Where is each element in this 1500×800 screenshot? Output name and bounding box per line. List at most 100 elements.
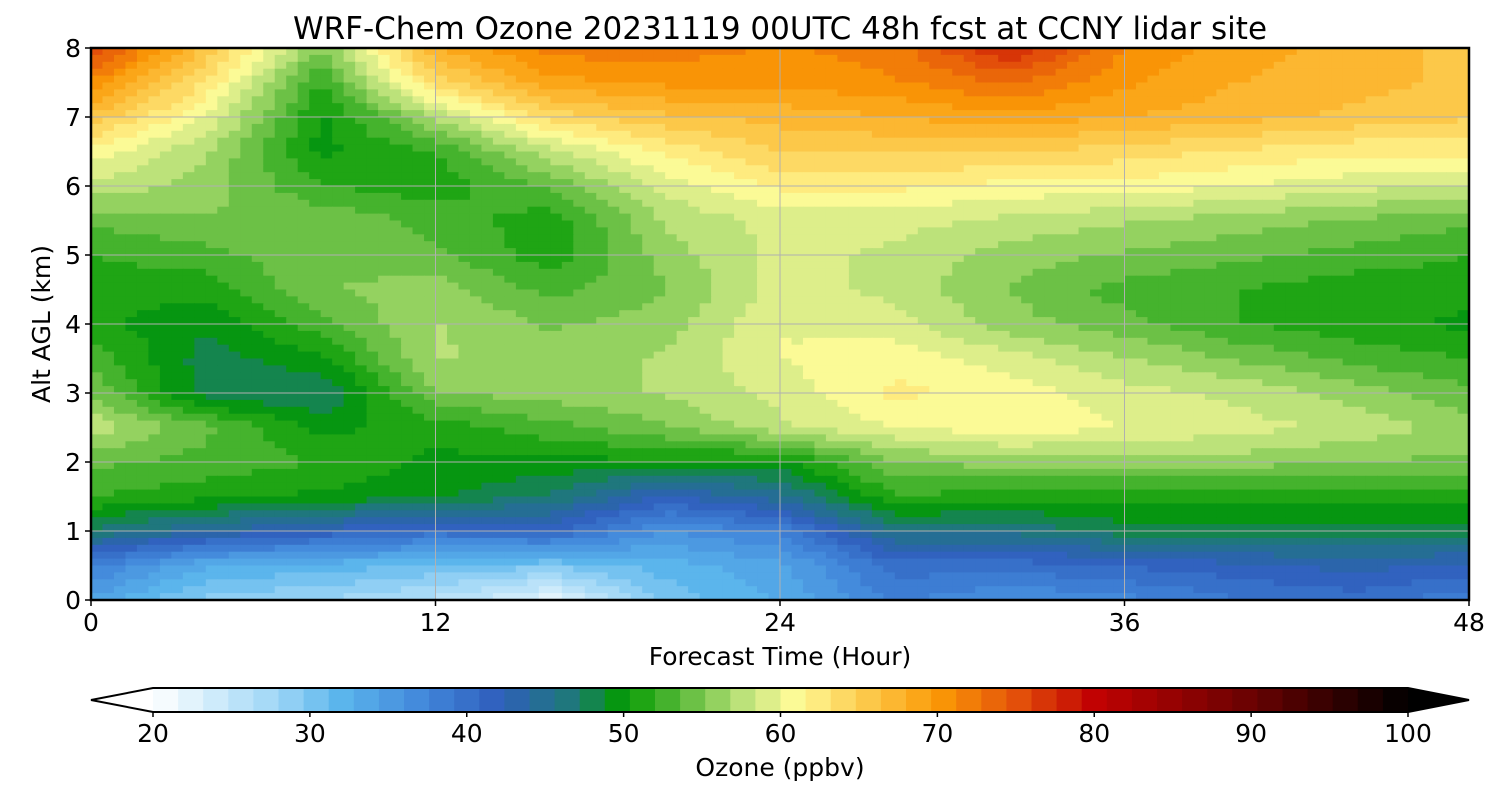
heatmap-cell: [550, 137, 563, 146]
heatmap-cell: [584, 289, 597, 297]
heatmap-cell: [1308, 255, 1321, 263]
heatmap-cell: [1354, 61, 1367, 70]
heatmap-cell: [366, 241, 379, 249]
heatmap-cell: [1365, 172, 1378, 180]
heatmap-cell: [722, 48, 735, 56]
heatmap-cell: [653, 330, 666, 339]
heatmap-cell: [1158, 172, 1172, 180]
heatmap-cell: [205, 179, 218, 187]
heatmap-cell: [802, 324, 816, 332]
heatmap-cell: [986, 317, 999, 325]
heatmap-cell: [1101, 296, 1114, 304]
heatmap-cell: [171, 241, 184, 249]
heatmap-cell: [1216, 48, 1229, 56]
heatmap-cell: [711, 248, 724, 256]
heatmap-cell: [906, 48, 919, 56]
heatmap-cell: [1227, 220, 1240, 228]
heatmap-cell: [596, 172, 609, 180]
heatmap-cell: [515, 324, 528, 332]
heatmap-cell: [584, 123, 597, 132]
heatmap-cell: [504, 123, 517, 132]
heatmap-cell: [894, 110, 907, 118]
heatmap-cell: [469, 330, 483, 339]
heatmap-cell: [630, 186, 643, 194]
heatmap-cell: [1377, 123, 1390, 132]
heatmap-cell: [1055, 75, 1068, 84]
heatmap-cell: [1400, 165, 1413, 173]
heatmap-cell: [1319, 158, 1332, 166]
heatmap-cell: [1365, 241, 1378, 249]
heatmap-cell: [355, 241, 368, 249]
heatmap-cell: [1354, 54, 1367, 63]
heatmap-cell: [1446, 296, 1459, 304]
heatmap-cell: [550, 123, 563, 132]
heatmap-cell: [332, 261, 345, 270]
heatmap-cell: [848, 324, 861, 332]
heatmap-cell: [343, 186, 356, 194]
heatmap-cell: [871, 255, 884, 263]
heatmap-cell: [630, 317, 643, 325]
heatmap-cell: [263, 158, 276, 166]
heatmap-cell: [251, 310, 264, 318]
heatmap-cell: [515, 151, 528, 159]
heatmap-cell: [1457, 61, 1469, 70]
heatmap-cell: [240, 89, 253, 97]
heatmap-cell: [573, 144, 586, 153]
heatmap-cell: [366, 248, 379, 256]
heatmap-cell: [1158, 234, 1172, 242]
heatmap-cell: [309, 317, 322, 325]
heatmap-cell: [917, 241, 930, 249]
heatmap-cell: [1193, 192, 1206, 201]
heatmap-cell: [274, 220, 287, 228]
heatmap-cell: [343, 54, 356, 63]
heatmap-cell: [699, 289, 712, 297]
heatmap-cell: [1067, 137, 1080, 146]
heatmap-cell: [1124, 261, 1137, 270]
heatmap-cell: [102, 54, 115, 63]
heatmap-cell: [1135, 220, 1149, 228]
heatmap-cell: [1135, 130, 1149, 139]
heatmap-cell: [573, 261, 586, 270]
heatmap-cell: [366, 199, 379, 208]
heatmap-cell: [504, 241, 517, 249]
heatmap-cell: [871, 289, 884, 297]
heatmap-cell: [504, 289, 517, 297]
heatmap-cell: [745, 317, 758, 325]
heatmap-cell: [1181, 227, 1194, 235]
heatmap-cell: [1457, 261, 1469, 270]
heatmap-cell: [504, 54, 517, 63]
heatmap-cell: [699, 75, 712, 84]
heatmap-cell: [791, 330, 804, 339]
heatmap-cell: [1377, 317, 1390, 325]
heatmap-cell: [1262, 296, 1275, 304]
heatmap-cell: [665, 220, 678, 228]
heatmap-cell: [1365, 261, 1378, 270]
heatmap-cell: [1423, 248, 1436, 256]
heatmap-cell: [596, 117, 609, 125]
heatmap-cell: [286, 179, 299, 187]
heatmap-cell: [1227, 261, 1240, 270]
heatmap-cell: [309, 296, 322, 304]
heatmap-cell: [871, 54, 884, 63]
heatmap-cell: [1308, 75, 1321, 84]
heatmap-cell: [952, 296, 965, 304]
heatmap-cell: [1331, 103, 1344, 111]
heatmap-cell: [734, 241, 747, 249]
heatmap-cell: [802, 234, 816, 242]
heatmap-cell: [1319, 54, 1332, 63]
heatmap-cell: [182, 330, 195, 339]
heatmap-cell: [917, 68, 930, 77]
heatmap-cell: [1181, 255, 1194, 263]
heatmap-cell: [148, 123, 161, 132]
heatmap-cell: [1319, 275, 1332, 284]
heatmap-cell: [1032, 220, 1045, 228]
heatmap-cell: [469, 54, 483, 63]
heatmap-cell: [412, 117, 425, 125]
heatmap-cell: [561, 261, 574, 270]
heatmap-cell: [883, 324, 896, 332]
heatmap-cell: [527, 241, 540, 249]
heatmap-cell: [894, 310, 907, 318]
heatmap-cell: [343, 268, 356, 277]
heatmap-cell: [1101, 248, 1114, 256]
heatmap-cell: [1021, 192, 1034, 201]
